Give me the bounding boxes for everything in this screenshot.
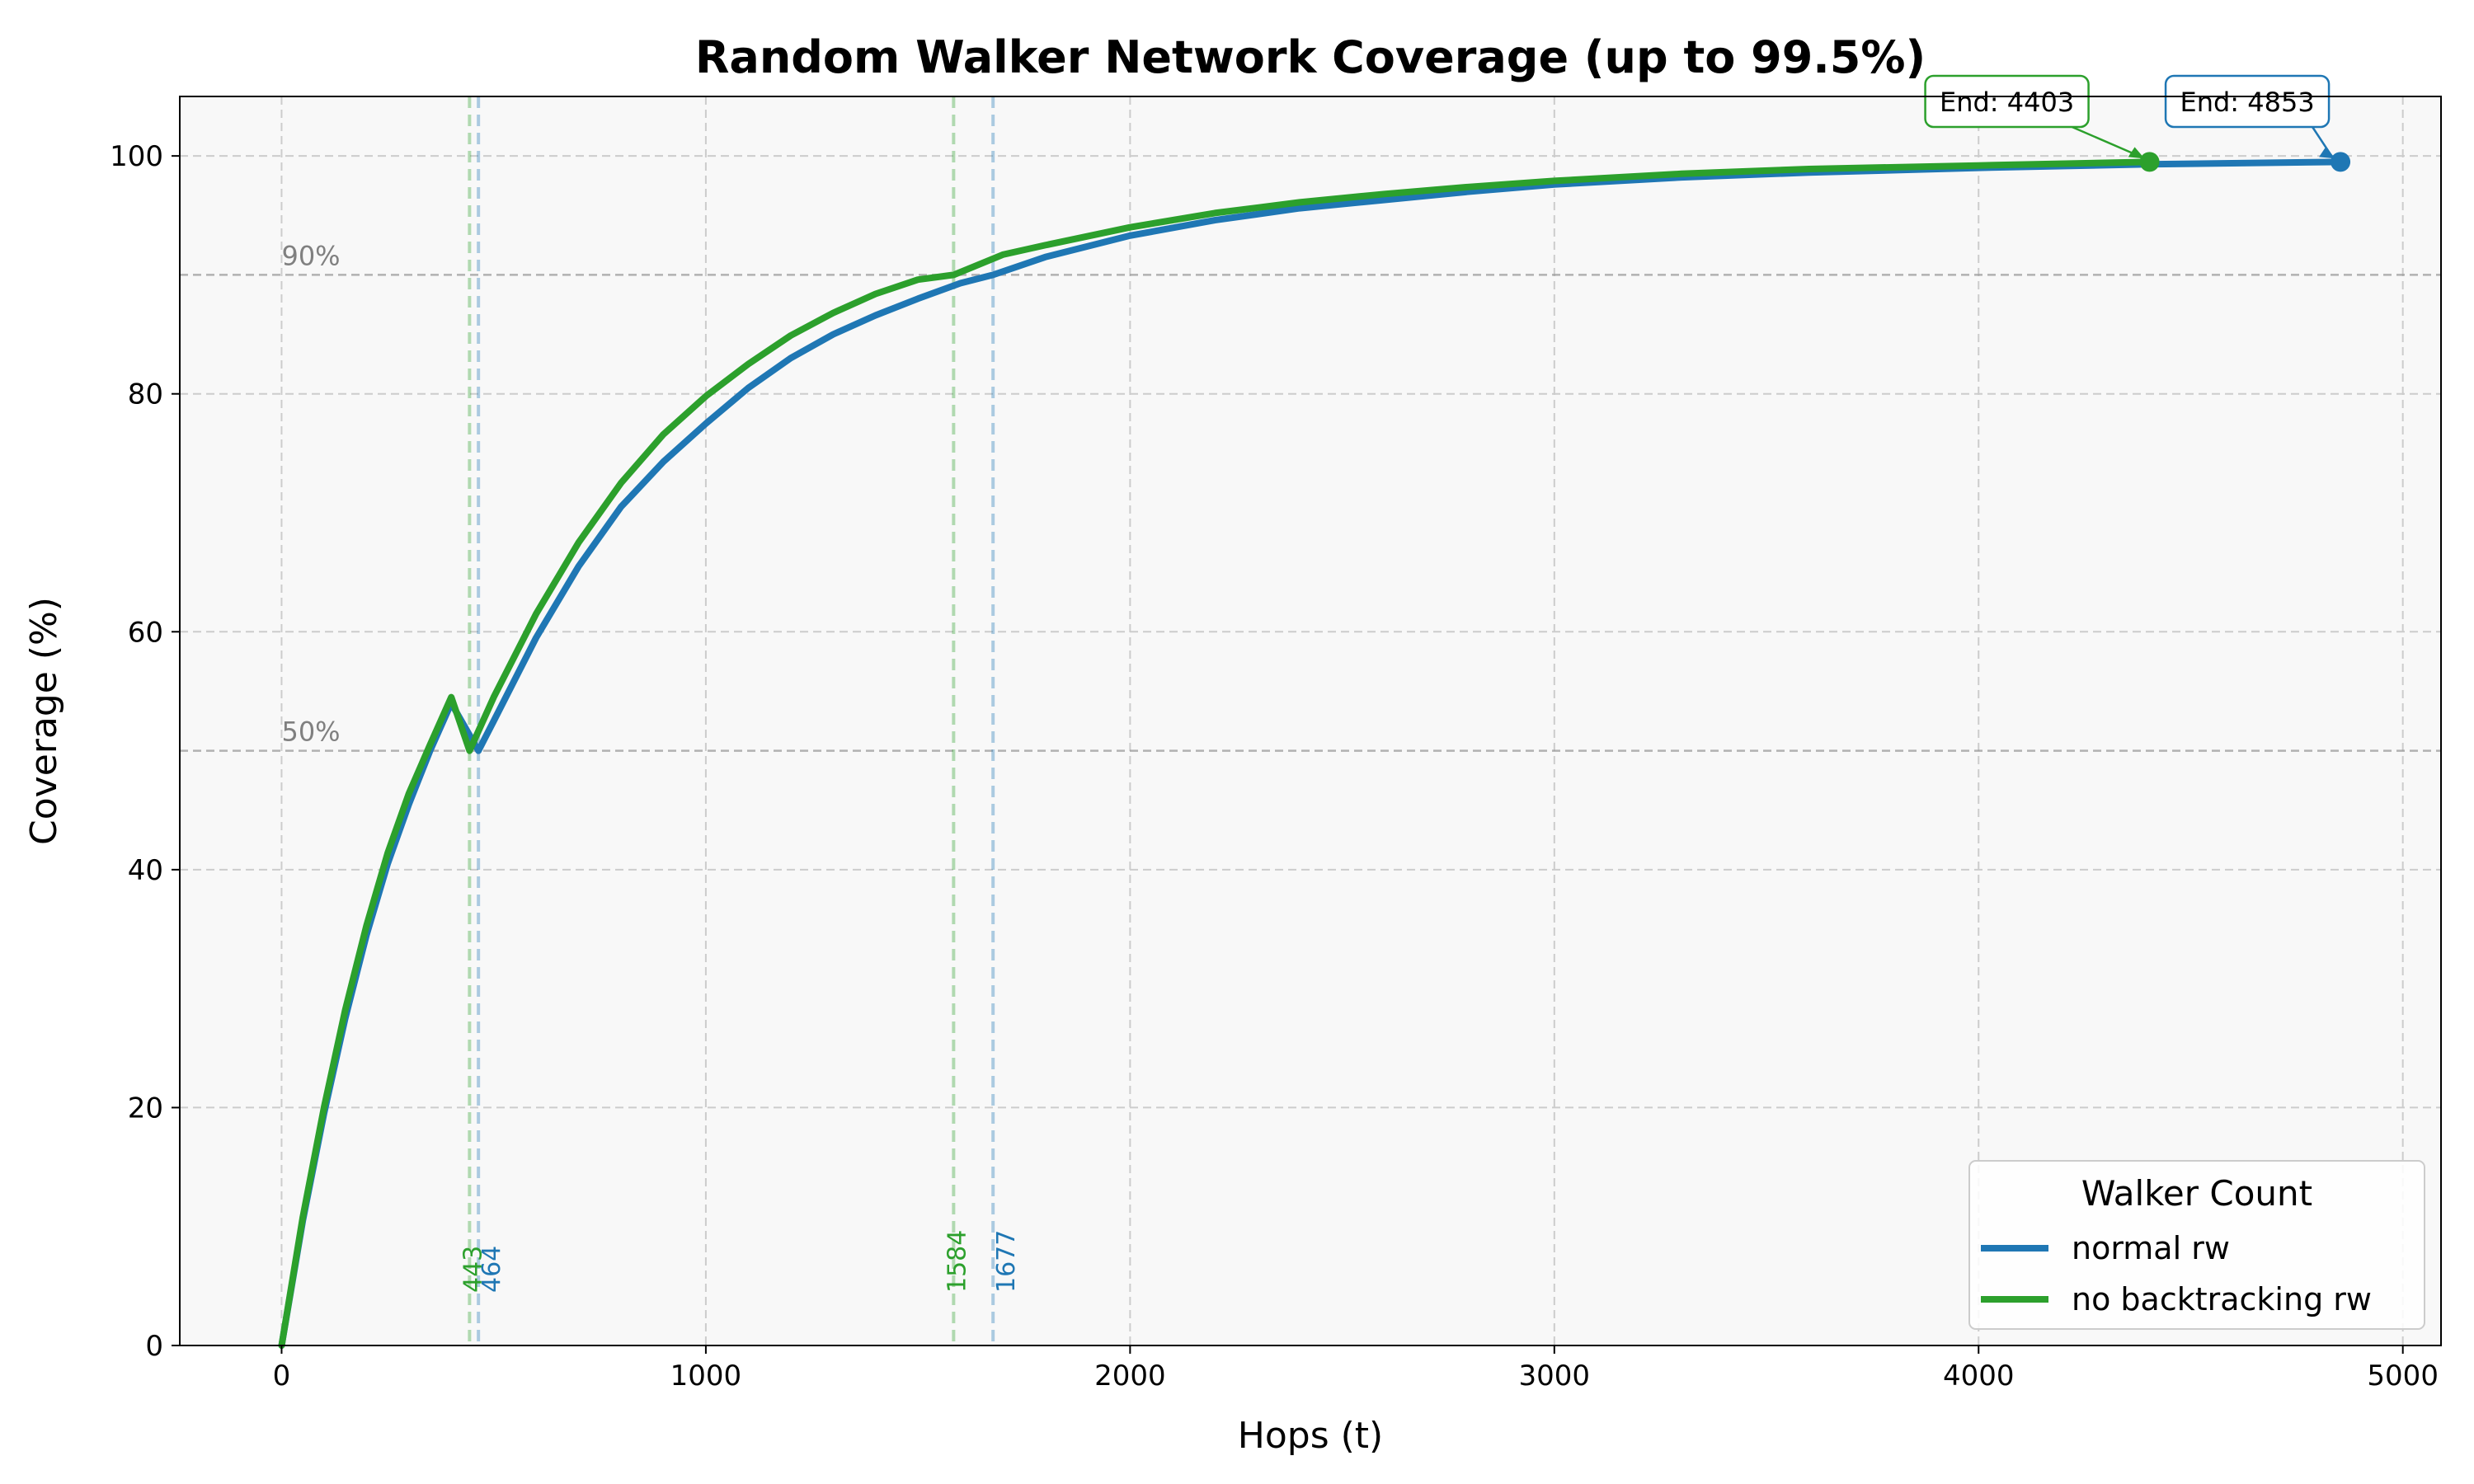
- plot-area: [180, 96, 2441, 1345]
- series-lines: [278, 158, 2345, 1349]
- legend-label: normal rw: [2072, 1230, 2230, 1266]
- x-tick-label: 3000: [1519, 1360, 1591, 1392]
- reference-lines: 50% 90%: [180, 240, 2441, 752]
- end-annotations: End: 4403 End: 4853: [1924, 74, 2351, 172]
- series-line-normal-rw: [278, 158, 2345, 1349]
- y-tick-label: 60: [128, 616, 163, 649]
- annotation-arrowhead: [2319, 147, 2336, 159]
- y-tick-label: 20: [128, 1092, 163, 1125]
- x-tick-label: 1000: [670, 1360, 742, 1392]
- end-marker: [2139, 152, 2160, 172]
- plot-frame: [179, 96, 2442, 1346]
- annotation-label: End: 4853: [2180, 87, 2314, 118]
- reference-line-label: 50%: [281, 716, 340, 748]
- x-tick-label: 0: [273, 1360, 291, 1392]
- x-tick-label: 5000: [2367, 1360, 2439, 1392]
- x-tick-label: 2000: [1094, 1360, 1166, 1392]
- annotation-label: End: 4403: [1940, 87, 2074, 118]
- threshold-label: 443: [459, 1246, 487, 1293]
- y-axis-title: Coverage (%): [23, 597, 65, 845]
- y-tick-label: 0: [145, 1330, 163, 1363]
- y-tick-label: 40: [128, 854, 163, 887]
- chart-title: Random Walker Network Coverage (up to 99…: [695, 31, 1926, 83]
- legend-label: no backtracking rw: [2072, 1281, 2372, 1317]
- annotation-box: [1924, 74, 2090, 129]
- axis-ticks: 0 1000 2000 3000 4000 5000 0 20 40 60 80 100: [110, 140, 2439, 1392]
- x-axis-title: Hops (t): [1238, 1415, 1383, 1457]
- annotation-box: [2164, 74, 2331, 129]
- legend-title: Walker Count: [2081, 1173, 2312, 1214]
- y-tick-label: 80: [128, 378, 163, 411]
- legend-box: [1968, 1160, 2425, 1330]
- end-marker: [2331, 152, 2351, 172]
- legend: Walker Count normal rw no backtracking rw: [1968, 1160, 2425, 1330]
- reference-line-label: 90%: [281, 240, 340, 271]
- threshold-lines: 464 1677 443 1584: [459, 96, 1021, 1345]
- annotation-arrow: [2072, 125, 2142, 158]
- series-line-no-backtracking-rw: [278, 158, 2153, 1349]
- x-tick-label: 4000: [1943, 1360, 2015, 1392]
- threshold-label: 1584: [943, 1230, 971, 1293]
- threshold-label: 464: [477, 1246, 506, 1293]
- annotation-arrowhead: [2128, 147, 2145, 159]
- y-tick-label: 100: [110, 140, 163, 173]
- threshold-label: 1677: [992, 1230, 1021, 1293]
